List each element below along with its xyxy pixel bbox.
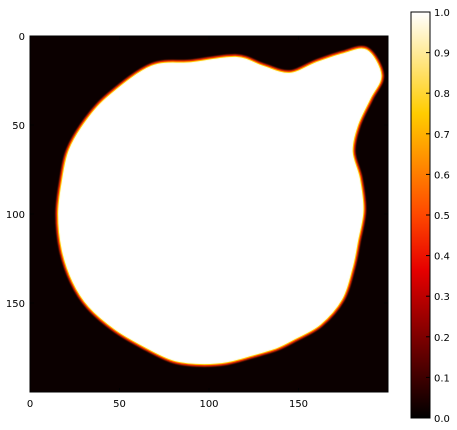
y-tick-label: 0 (19, 32, 25, 43)
y-tick-label: 150 (6, 299, 25, 310)
x-tick-label: 150 (289, 399, 308, 410)
colorbar-tick-label: 0.1 (434, 373, 450, 384)
x-axis: 0 50 100 150 (27, 36, 308, 410)
colorbar-gradient (411, 12, 430, 418)
colorbar-axis: 0.0 0.1 0.2 0.3 0.4 0.5 0.6 0.7 0.8 0.9 1.0 (426, 8, 450, 425)
y-axis: 0 50 100 150 (6, 32, 388, 310)
colorbar-tick-label: 0.6 (434, 170, 450, 181)
colorbar-tick-label: 0.0 (434, 414, 450, 425)
colorbar-tick-label: 0.5 (434, 211, 450, 222)
x-tick-label: 100 (199, 399, 218, 410)
x-tick-label: 0 (27, 399, 33, 410)
y-tick-label: 50 (12, 121, 25, 132)
blob-core-region (58, 48, 382, 365)
colorbar-tick-label: 0.4 (434, 252, 450, 263)
colorbar-tick-label: 1.0 (434, 8, 450, 19)
colorbar-tick-label: 0.8 (434, 89, 450, 100)
y-tick-label: 100 (6, 210, 25, 221)
colorbar-tick-label: 0.7 (434, 130, 450, 141)
colorbar-tick-label: 0.2 (434, 333, 450, 344)
colorbar-tick-label: 0.3 (434, 292, 450, 303)
x-tick-label: 50 (113, 399, 126, 410)
colorbar-tick-label: 0.9 (434, 49, 450, 60)
